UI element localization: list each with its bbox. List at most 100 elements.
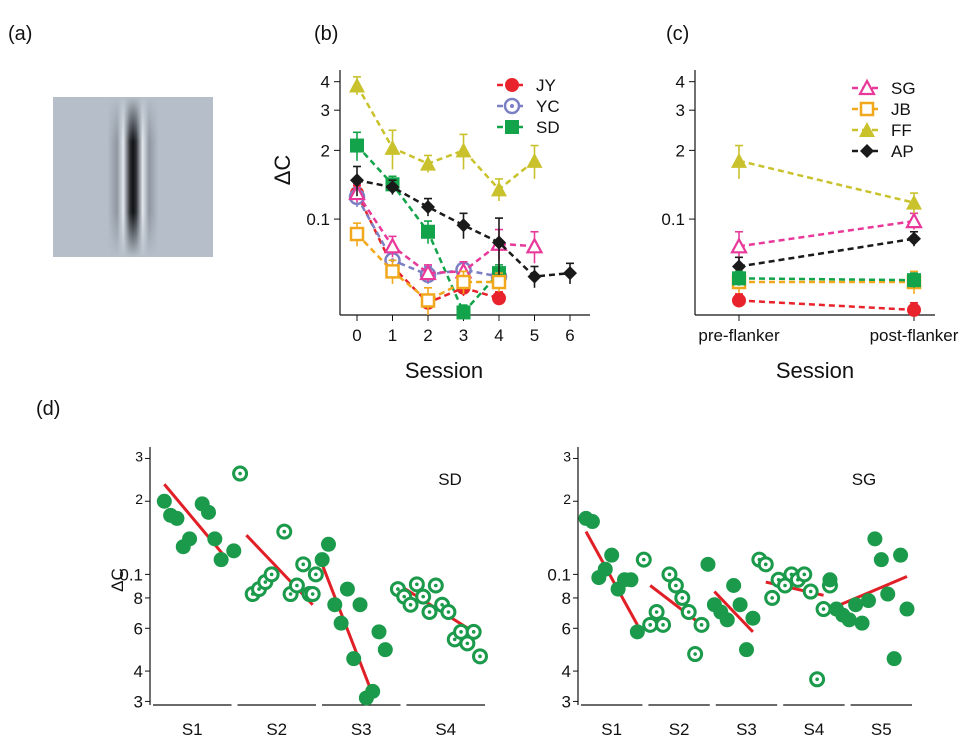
data-point-dot	[808, 589, 813, 594]
data-point-d-left	[459, 635, 476, 652]
legend-marker-b	[503, 97, 521, 115]
y-tick-label-d-right: 3	[562, 692, 571, 711]
data-point-dot	[408, 602, 413, 607]
data-point-d-right	[802, 583, 819, 600]
y-tick-label-d-left: 0.1	[119, 565, 143, 584]
legend-label-b: YC	[536, 97, 560, 116]
data-point-b	[527, 269, 542, 284]
data-point-d-right	[873, 552, 889, 568]
data-point-b	[350, 138, 364, 153]
x-segment-label-d-left: S1	[182, 720, 203, 739]
data-point-dot	[310, 592, 315, 596]
data-point-d-left	[201, 504, 217, 520]
data-point-b	[419, 263, 437, 281]
x-segment-label-d-right: S2	[669, 720, 690, 739]
data-point-d-right	[648, 604, 665, 621]
data-point-dot	[680, 596, 685, 600]
data-point-dot	[440, 602, 444, 607]
data-point-d-right	[822, 572, 838, 588]
data-point-d-left	[346, 651, 362, 667]
legend-label-b: SD	[536, 118, 560, 137]
x-tick-label-b: 5	[530, 326, 539, 345]
data-point-d-left	[288, 577, 305, 594]
data-point-dot	[667, 572, 672, 577]
series-line-c-4	[738, 299, 915, 312]
data-point-d-left	[377, 642, 393, 658]
data-point-d-left	[427, 577, 444, 594]
x-tick-label-c: pre-flanker	[698, 326, 780, 345]
data-point-dot	[654, 610, 659, 614]
data-point-d-left	[226, 543, 242, 559]
data-point-b	[491, 274, 507, 290]
data-point-b	[385, 264, 400, 279]
series-line-c-2	[738, 159, 915, 204]
data-point-d-left	[415, 588, 432, 605]
x-tick-label-b: 3	[459, 326, 468, 345]
x-tick-label-b: 0	[352, 326, 361, 345]
legend-marker-c	[860, 144, 874, 158]
chart-d-right: 3 2 0.1 8 6 4 3 S1 S2 S3 S4 S5 SG	[547, 447, 915, 739]
fit-line-d-right	[713, 590, 755, 633]
panel-label-d: (d)	[36, 398, 60, 420]
x-segment-label-d-left: S3	[351, 720, 372, 739]
data-point-d-right	[719, 612, 735, 628]
y-tick-label-d-right: 6	[562, 619, 571, 638]
x-tick-label-b: 6	[565, 326, 574, 345]
data-point-dot	[257, 587, 261, 591]
data-point-dot	[452, 637, 457, 642]
legend-marker-c	[859, 122, 875, 137]
data-point-c	[730, 236, 748, 254]
data-point-d-right	[757, 556, 774, 573]
data-point-d-left	[314, 552, 330, 568]
data-point-d-right	[880, 586, 896, 602]
data-point-b	[383, 236, 402, 254]
data-point-d-right	[777, 577, 794, 594]
data-point-dot	[238, 471, 242, 476]
data-point-b	[420, 293, 436, 308]
data-point-dot	[269, 572, 274, 577]
data-point-d-right	[604, 547, 620, 563]
data-point-d-left	[156, 493, 172, 509]
data-point-d-left	[263, 566, 280, 583]
y-tick-label-b: 4	[321, 73, 330, 92]
y-tick-label-c: 3	[676, 101, 685, 120]
data-point-dot	[421, 594, 425, 599]
data-point-dot	[815, 677, 819, 682]
data-point-c	[907, 273, 921, 288]
fit-line-d-right	[584, 530, 639, 626]
x-tick-label-b: 2	[423, 326, 432, 345]
data-point-b	[349, 226, 365, 242]
data-point-b	[456, 218, 471, 233]
y-tick-label-d-left: 8	[134, 589, 143, 608]
subplot-title-d-right: SG	[852, 470, 877, 489]
data-point-dot	[314, 572, 318, 577]
y-tick-label-d-right: 2	[563, 491, 571, 507]
legend-marker-b	[505, 120, 519, 134]
panel-label-b: (b)	[314, 23, 338, 45]
data-point-d-right	[739, 642, 754, 658]
legend-label-b: JY	[536, 76, 556, 95]
x-segment-label-d-right: S5	[871, 720, 892, 739]
data-point-dot	[686, 610, 691, 614]
data-point-d-left	[440, 604, 457, 621]
data-point-dot	[263, 580, 268, 584]
data-point-d-left	[408, 576, 425, 593]
x-tick-label-b: 1	[388, 326, 397, 345]
series-line-c-5	[738, 277, 915, 282]
y-axis-title-b: ΔC	[270, 155, 295, 186]
gabor-stimulus-image	[53, 97, 213, 257]
data-point-d-right	[642, 616, 659, 633]
x-tick-label-b: 4	[494, 326, 503, 345]
y-axis-title-d: ΔC	[108, 568, 127, 592]
subplot-title-d-left: SD	[438, 470, 462, 489]
data-point-d-right	[860, 593, 876, 609]
x-segment-label-d-left: S2	[266, 720, 287, 739]
data-point-dot	[693, 652, 697, 656]
data-point-d-right	[899, 601, 915, 617]
data-point-d-left	[207, 531, 223, 547]
data-point-c	[731, 152, 747, 168]
series-line-b-3	[355, 192, 535, 275]
data-point-c	[732, 293, 746, 308]
data-point-dot	[783, 583, 787, 588]
